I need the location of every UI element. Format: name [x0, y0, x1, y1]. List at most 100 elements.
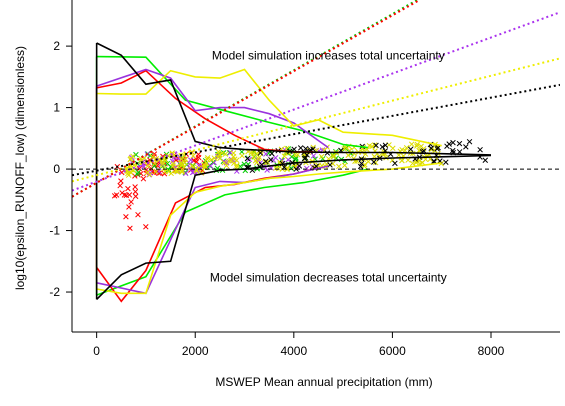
x-tick-label: 8000 — [478, 344, 505, 358]
scatter-point — [297, 145, 304, 151]
scatter-point — [263, 158, 269, 165]
scatter-point — [127, 225, 133, 232]
scatter-point — [450, 139, 456, 146]
scatter-point — [379, 144, 386, 150]
scatter-point — [196, 165, 202, 171]
trend-line-1 — [72, 0, 421, 198]
scatter-point — [168, 170, 174, 177]
scatter-point — [160, 155, 166, 162]
annotation-decrease: Model simulation decreases total uncerta… — [210, 271, 447, 285]
scatter-point — [136, 165, 143, 172]
scatter-point — [463, 144, 469, 150]
scatter-point — [241, 161, 248, 167]
scatter-point — [123, 213, 129, 220]
scatter-point — [408, 141, 415, 147]
scatter-point — [177, 160, 184, 166]
scatter-point — [182, 156, 188, 163]
scatter-point — [189, 169, 196, 176]
scatter-point — [268, 157, 274, 163]
y-tick-label: -1 — [49, 224, 60, 238]
series-3-upper-line — [96, 68, 442, 147]
scatter-point — [301, 155, 308, 162]
scatter-point — [310, 153, 317, 159]
trend-line-3 — [72, 57, 560, 183]
scatter-point — [294, 151, 301, 158]
scatter-point — [369, 143, 375, 150]
scatter-point — [264, 159, 271, 165]
scatter-point — [156, 170, 162, 177]
scatter-point — [226, 158, 232, 164]
scatter-point — [179, 169, 185, 175]
scatter-point — [345, 152, 351, 159]
scatter-point — [222, 151, 229, 157]
scatter-point — [373, 142, 379, 149]
scatter-point — [119, 190, 125, 196]
scatter-point — [187, 157, 194, 163]
scatter-point — [409, 160, 416, 167]
scatter-point — [382, 142, 389, 148]
scatter-point — [357, 163, 364, 170]
scatter-point — [434, 146, 440, 152]
scatter-point — [336, 163, 342, 170]
scatter-point — [407, 146, 414, 153]
scatter-point — [234, 162, 240, 168]
scatter-point — [215, 149, 222, 155]
scatter-point — [143, 224, 149, 230]
scatter-point — [365, 158, 372, 165]
scatter-point — [211, 155, 218, 161]
scatter-point — [135, 211, 141, 218]
x-tick-label: 4000 — [280, 344, 307, 358]
scatter-point — [291, 146, 297, 153]
scatter-point — [208, 156, 215, 163]
scatter-point — [318, 153, 325, 160]
scatter-point — [414, 143, 420, 149]
series-4-upper-line — [96, 42, 492, 156]
scatter-point — [204, 156, 210, 163]
scatter-point — [125, 185, 131, 192]
scatter-point — [130, 153, 136, 160]
trend-line-2 — [72, 11, 560, 192]
scatter-point — [118, 178, 124, 184]
y-tick-label: 0 — [53, 162, 60, 176]
scatter-point — [444, 143, 450, 149]
scatter-point — [193, 166, 199, 173]
scatter-point — [281, 153, 288, 159]
scatter-point — [371, 142, 378, 148]
series-4-lower-line — [96, 154, 492, 300]
series-3-lower-line — [96, 162, 442, 295]
series-2-lower-line — [96, 165, 329, 295]
scatter-point — [434, 144, 440, 151]
scatter-point — [153, 168, 159, 175]
scatter-point — [416, 147, 422, 154]
scatter-point — [113, 192, 120, 198]
series-2-upper-line — [96, 68, 329, 149]
scatter-point — [132, 193, 139, 200]
scatter-point — [195, 154, 202, 161]
scatter-point — [482, 157, 489, 164]
y-tick-label: 1 — [53, 101, 60, 115]
scatter-point — [164, 160, 171, 167]
scatter-point — [201, 161, 207, 168]
scatter-point — [250, 150, 257, 156]
scatter-point — [165, 167, 172, 173]
scatter-point — [466, 138, 473, 145]
scatter-point — [146, 171, 153, 178]
scatter-point — [456, 140, 463, 147]
scatter-point — [252, 157, 259, 164]
scatter-point — [443, 159, 449, 165]
trend-line-layer — [72, 0, 560, 198]
annotation-increase: Model simulation increases total uncerta… — [212, 49, 445, 63]
x-tick-label: 2000 — [182, 344, 209, 358]
scatter-point — [223, 162, 230, 169]
scatter-point — [149, 154, 156, 160]
scatter-point — [215, 154, 222, 160]
scatter-point — [239, 153, 245, 159]
scatter-point — [128, 199, 134, 205]
scatter-point — [230, 153, 237, 160]
scatter-point — [204, 154, 211, 161]
scatter-point — [132, 188, 139, 195]
scatter-point — [123, 192, 130, 199]
